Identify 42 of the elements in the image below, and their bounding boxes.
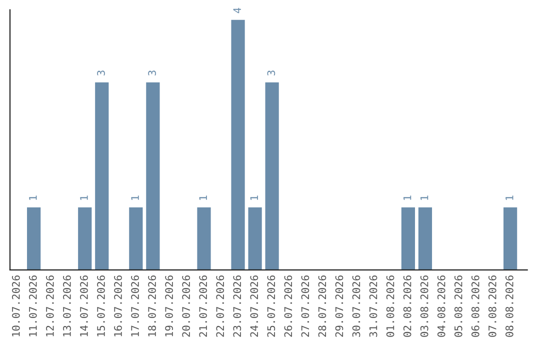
data-label: 1 bbox=[29, 196, 37, 200]
x-tick-label: 29.07.2026 bbox=[335, 275, 344, 337]
x-tick-label: 01.08.2026 bbox=[386, 275, 394, 337]
x-tick-label: 20.07.2026 bbox=[182, 275, 190, 337]
x-tick-label: 05.08.2026 bbox=[454, 275, 462, 337]
x-tick-label: 26.07.2026 bbox=[284, 275, 292, 337]
x-tick-label: 16.07.2026 bbox=[114, 275, 122, 336]
x-tick-label: 27.07.2026 bbox=[301, 275, 310, 337]
x-tick-label: 19.07.2026 bbox=[165, 275, 173, 336]
data-label: 3 bbox=[148, 70, 156, 76]
data-label: 3 bbox=[97, 70, 105, 76]
x-tick-label: 08.08.2026 bbox=[505, 275, 514, 337]
x-tick-label: 23.07.2026 bbox=[233, 275, 242, 337]
x-tick-label: 04.08.2026 bbox=[437, 275, 446, 337]
x-tick-label: 02.08.2026 bbox=[403, 275, 412, 337]
x-tick-label: 30.07.2026 bbox=[352, 275, 360, 337]
x-tick-label: 13.07.2026 bbox=[63, 275, 71, 336]
x-tick-label: 03.08.2026 bbox=[420, 275, 428, 337]
x-tick-label: 17.07.2026 bbox=[131, 275, 139, 336]
data-label: 3 bbox=[267, 70, 276, 76]
data-label: 1 bbox=[199, 196, 207, 200]
x-tick-label: 21.07.2026 bbox=[199, 275, 208, 337]
data-label: 1 bbox=[80, 196, 88, 200]
x-tick-label: 07.08.2026 bbox=[488, 275, 496, 337]
data-label: 1 bbox=[250, 196, 258, 200]
data-label: 1 bbox=[404, 196, 412, 200]
x-tick-label: 22.07.2026 bbox=[216, 275, 224, 337]
x-tick-label: 18.07.2026 bbox=[148, 275, 156, 336]
x-tick-label: 10.07.2026 bbox=[12, 275, 20, 336]
data-label: 1 bbox=[420, 196, 428, 200]
x-tick-label: 31.07.2026 bbox=[369, 275, 378, 337]
data-label: 1 bbox=[506, 196, 514, 200]
x-tick-label: 12.07.2026 bbox=[46, 275, 54, 336]
x-tick-label: 14.07.2026 bbox=[80, 275, 88, 336]
data-label: 1 bbox=[131, 196, 139, 200]
x-tick-label: 28.07.2026 bbox=[318, 275, 326, 337]
x-tick-label: 11.07.2026 bbox=[28, 275, 37, 336]
x-tick-label: 15.07.2026 bbox=[97, 275, 105, 336]
data-label: 4 bbox=[233, 8, 241, 14]
x-tick-label: 06.08.2026 bbox=[471, 275, 480, 337]
x-tick-label: 24.07.2026 bbox=[250, 275, 258, 337]
x-tick-label: 25.07.2026 bbox=[267, 275, 276, 337]
